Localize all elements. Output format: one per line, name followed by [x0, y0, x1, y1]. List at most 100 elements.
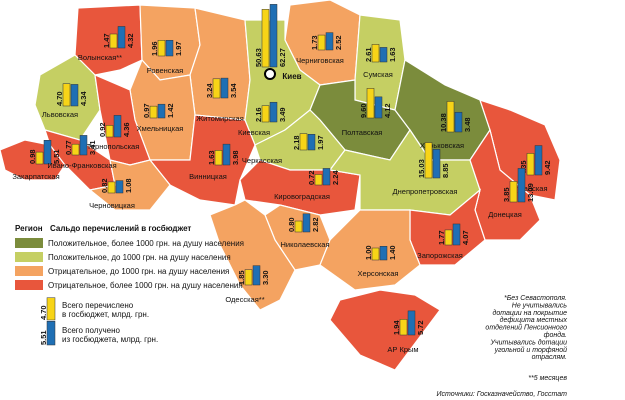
- region-label: Кировоградская: [274, 192, 330, 201]
- value-label-received: 1.97: [316, 135, 325, 150]
- region-label: Донецкая: [488, 210, 522, 219]
- value-label-sent: 1.00: [364, 245, 373, 260]
- bar-received: [379, 246, 388, 261]
- region-label: Харьковская: [420, 141, 464, 150]
- value-label-received: 5.51: [52, 149, 61, 164]
- value-label-received: 4.32: [126, 33, 135, 48]
- bar-sent: [317, 34, 326, 51]
- city-marker: [264, 68, 276, 80]
- legend-bar-text: Всего получено: [62, 326, 121, 335]
- region-label: Сумская: [363, 70, 393, 79]
- bar-sent: [366, 88, 375, 119]
- region-label: Черниговская: [296, 56, 344, 65]
- region-label: Львовская: [42, 110, 78, 119]
- bar-sent: [157, 40, 166, 57]
- value-label-sent: 15.03: [417, 159, 426, 178]
- value-label-sent: 0.72: [307, 170, 316, 185]
- region-label: Ивано-Франковская: [47, 161, 116, 170]
- value-label-received: 5.72: [416, 320, 425, 335]
- value-label-received: 9.42: [543, 160, 552, 175]
- legend-header-title: Сальдо перечислений в госбюджет: [50, 224, 191, 233]
- bar-received: [252, 265, 261, 286]
- region-label: Луганская: [512, 184, 547, 193]
- note: угольной и торфяной: [494, 346, 568, 354]
- bar-sent: [244, 269, 253, 286]
- bar-sent: [509, 181, 518, 203]
- value-label-sent: 1.85: [237, 270, 246, 285]
- value-label-sent: 0.77: [64, 140, 73, 155]
- note: фонда.: [544, 331, 567, 339]
- value-label-received: 1.97: [174, 41, 183, 56]
- bar-received: [117, 26, 126, 49]
- legend-bar-text: в госбюджет, млрд. грн.: [62, 310, 149, 319]
- value-label-received: 1.08: [124, 178, 133, 193]
- value-label-sent: 1.77: [437, 230, 446, 245]
- region-label: АР Крым: [387, 345, 418, 354]
- bar-received: [374, 96, 383, 119]
- bar-received: [534, 145, 543, 176]
- bar-sent: [107, 181, 116, 194]
- bar-received: [407, 310, 416, 336]
- bar-sent: [446, 101, 455, 133]
- bar-received: [157, 103, 166, 119]
- value-label-sent: 2.61: [364, 47, 373, 62]
- value-label-sent: 3.85: [502, 187, 511, 202]
- region-label: Одесская**: [225, 295, 264, 304]
- value-label-sent: 2.18: [292, 135, 301, 150]
- note: отделений Пенсионного: [485, 324, 567, 332]
- region: [209, 199, 296, 311]
- value-label-sent: 1.63: [207, 150, 216, 165]
- value-label-received: 13.09: [526, 183, 535, 202]
- bar-sent: [109, 33, 118, 49]
- value-label-sent: 0.92: [98, 122, 107, 137]
- bar-received: [379, 47, 388, 63]
- legend-swatch: [15, 266, 43, 276]
- bar-sent: [424, 142, 433, 179]
- value-label-received: 3.98: [231, 150, 240, 165]
- value-label-received: 3.54: [229, 83, 238, 98]
- value-label-sent: 0.98: [28, 149, 37, 164]
- bar-sent: [399, 319, 408, 336]
- bar-sent: [526, 153, 535, 176]
- bar-sent: [371, 44, 380, 63]
- source: Источники: Госказначейство, Госстат: [437, 390, 568, 398]
- value-label-sent: 3.24: [205, 83, 214, 98]
- note-months: **5 месяцев: [528, 375, 567, 382]
- value-label-received: 62.27: [278, 48, 287, 67]
- region: [148, 114, 256, 206]
- legend-bar-text: Всего перечислено: [62, 301, 134, 310]
- value-label-sent: 0.97: [142, 103, 151, 118]
- legend-bar-value: 5.51: [39, 330, 48, 345]
- bar-sent: [314, 174, 323, 186]
- legend-bar-received: [46, 321, 56, 346]
- overlay: Волынская** 1.47 4.32 Ровенская 1.96 1.97 Жито…: [12, 4, 567, 361]
- value-label-sent: 9.60: [359, 103, 368, 118]
- bar-sent: [294, 220, 303, 233]
- legend-bar-sent: [46, 297, 56, 321]
- bar-received: [322, 168, 331, 186]
- note: дотации на покрытие: [492, 309, 567, 317]
- bar-received: [79, 135, 88, 156]
- value-label-received: 3.48: [463, 117, 472, 132]
- region-label: Волынская**: [78, 53, 122, 62]
- bar-received: [302, 213, 311, 233]
- value-label-received: 2.24: [331, 170, 340, 185]
- legend-label: Положительное, до 1000 грн. на душу насе…: [48, 253, 231, 262]
- bar-sent: [261, 105, 270, 123]
- note: *Без Севастополя.: [504, 295, 567, 302]
- legend-swatch: [15, 252, 43, 262]
- region-label: Днепропетровская: [393, 187, 458, 196]
- value-label-sent: 0.82: [100, 178, 109, 193]
- legend-label: Отрицательное, более 1000 грн. на душу н…: [48, 281, 243, 290]
- bar-received: [220, 77, 229, 99]
- value-label-sent: 10.38: [439, 113, 448, 132]
- bar-sent: [71, 143, 80, 156]
- bar-received: [269, 101, 278, 123]
- value-label-received: 2.52: [334, 35, 343, 50]
- value-label-received: 4.34: [79, 91, 88, 106]
- region-label: Закарпатская: [12, 172, 59, 181]
- bar-sent: [214, 150, 223, 166]
- legend-swatch: [15, 280, 43, 290]
- value-label-sent: 50.63: [254, 48, 263, 67]
